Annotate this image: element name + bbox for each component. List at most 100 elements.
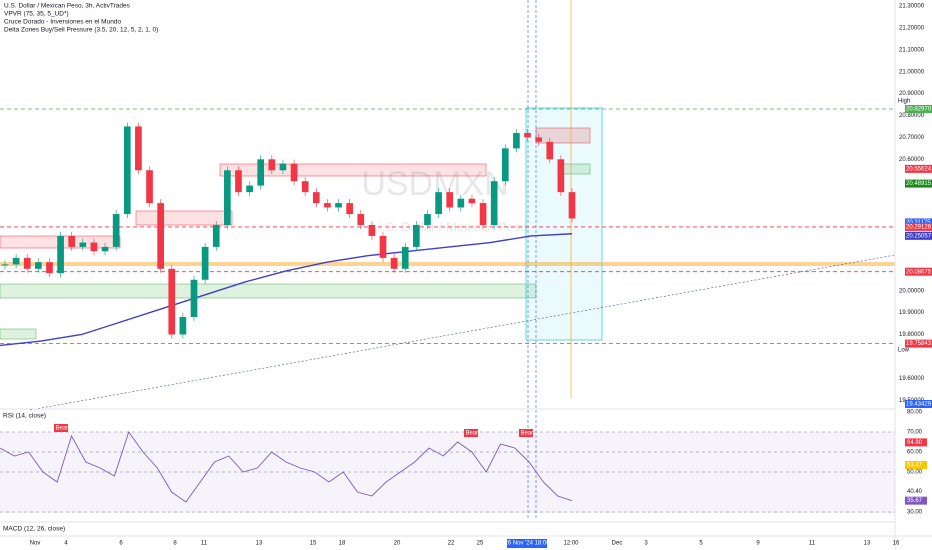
candle — [168, 268, 176, 335]
x-tick-label: Dec — [612, 541, 623, 547]
rsi-flag-label: 35.67 — [907, 498, 923, 504]
y-tick-label: 19.80000 — [899, 332, 925, 338]
candle — [490, 181, 498, 225]
candle — [368, 225, 376, 236]
candle — [479, 203, 487, 225]
candle — [179, 316, 187, 335]
candle — [268, 159, 276, 171]
candle — [346, 203, 353, 215]
candle — [157, 203, 164, 269]
candle — [79, 242, 87, 247]
rsi-title: RSI (14, close) — [3, 413, 46, 420]
y-tick-label: 20.00000 — [899, 288, 925, 294]
x-tick-label: 16 — [893, 541, 900, 547]
bear-tag — [519, 429, 533, 437]
rsi-flag-label: 64.80 — [907, 440, 923, 446]
candle — [57, 235, 64, 274]
x-tick-label: 15 — [310, 541, 317, 547]
y-tick-label: 20.90000 — [899, 91, 925, 97]
rsi-tick-label: 60.00 — [907, 450, 923, 456]
price-flag — [905, 218, 932, 227]
candle — [401, 246, 409, 269]
x-tick-label: 8 — [173, 541, 177, 547]
x-tick-label: 4 — [64, 541, 68, 547]
rsi-tick-label: 70.00 — [907, 430, 923, 436]
price-flag — [905, 231, 932, 240]
candle — [12, 257, 20, 265]
candle — [424, 214, 431, 225]
y-tick-label: 20.80000 — [899, 113, 925, 119]
price-flag — [905, 339, 932, 348]
x-tick-label: 3 — [644, 541, 648, 547]
indicator: Cruce Dorado - Inversiones en el Mundo — [4, 19, 121, 26]
candle — [312, 192, 320, 204]
crosshair-date — [507, 539, 547, 548]
candle — [357, 214, 365, 225]
title: U.S. Dollar / Mexican Peso, 3h, ActivTra… — [4, 3, 131, 10]
candle — [435, 192, 442, 215]
x-tick-label: 11 — [809, 541, 816, 547]
high-label: High — [898, 99, 910, 105]
bear-label: Bear — [521, 431, 534, 437]
price-flag-label: 20.08675 — [906, 269, 932, 275]
candle — [390, 257, 398, 269]
candle — [90, 242, 98, 252]
rsi-flag — [905, 461, 927, 470]
rsi-flag — [905, 487, 927, 496]
candle — [557, 159, 565, 193]
candle — [1, 264, 9, 266]
candle — [457, 198, 465, 208]
rsi-flag — [905, 438, 927, 447]
bear-tag — [464, 429, 478, 437]
y-tick-label: 21.00000 — [899, 69, 925, 75]
indicator: Delta Zones Buy/Sell Pressure (3.5, 20, … — [4, 27, 158, 34]
candle — [123, 126, 131, 215]
candle — [301, 181, 309, 193]
macd-title: MACD (12, 26, close) — [3, 526, 65, 533]
y-tick-label: 21.30000 — [899, 4, 925, 10]
y-tick-label: 20.60000 — [899, 157, 925, 163]
price-flag — [905, 267, 932, 276]
x-tick-label: 5 — [699, 541, 703, 547]
candle — [568, 192, 576, 219]
x-tick-label: 13 — [864, 541, 871, 547]
candle — [35, 262, 42, 269]
candle — [279, 163, 287, 171]
x-tick-label: 18 — [339, 541, 346, 547]
price-flag-label: 19.43429 — [906, 402, 932, 408]
rsi-flag-label: 53.47 — [907, 463, 923, 469]
candle — [413, 225, 420, 247]
bear-tag — [54, 424, 68, 432]
price-flag-label: 20.29126 — [906, 224, 932, 230]
bear-label: Bear — [56, 426, 69, 432]
x-tick-label: 26 Nov '24 18:00 — [504, 541, 550, 547]
indicator: VPVR (75, 35, 5_UD*) — [4, 11, 69, 18]
candle — [190, 279, 198, 317]
candle — [212, 225, 220, 247]
price-flag — [905, 400, 932, 408]
candle — [146, 170, 153, 204]
price-flag — [905, 222, 932, 231]
low-label: Low — [898, 348, 910, 354]
price-flag-label: 20.82970 — [906, 107, 932, 113]
candle — [513, 133, 520, 149]
candle — [446, 192, 454, 208]
x-tick-label: 13 — [256, 541, 263, 547]
y-tick-label: 19.90000 — [899, 310, 925, 316]
rsi-line — [0, 431, 573, 503]
watermark: USDMXN — [361, 165, 508, 203]
candle — [135, 126, 142, 171]
moving-average — [0, 233, 573, 347]
rsi-flag-label: 40.40 — [907, 489, 923, 495]
x-tick-label: 20 — [394, 541, 401, 547]
price-flag — [905, 179, 932, 188]
x-tick-label: 12:00 — [563, 541, 579, 547]
candle — [23, 257, 31, 269]
candle — [257, 159, 265, 186]
rsi-tick-label: 80.00 — [907, 410, 923, 416]
candle — [379, 235, 387, 258]
x-tick-label: 22 — [448, 541, 455, 547]
price-flag-label: 20.25057 — [906, 233, 932, 239]
